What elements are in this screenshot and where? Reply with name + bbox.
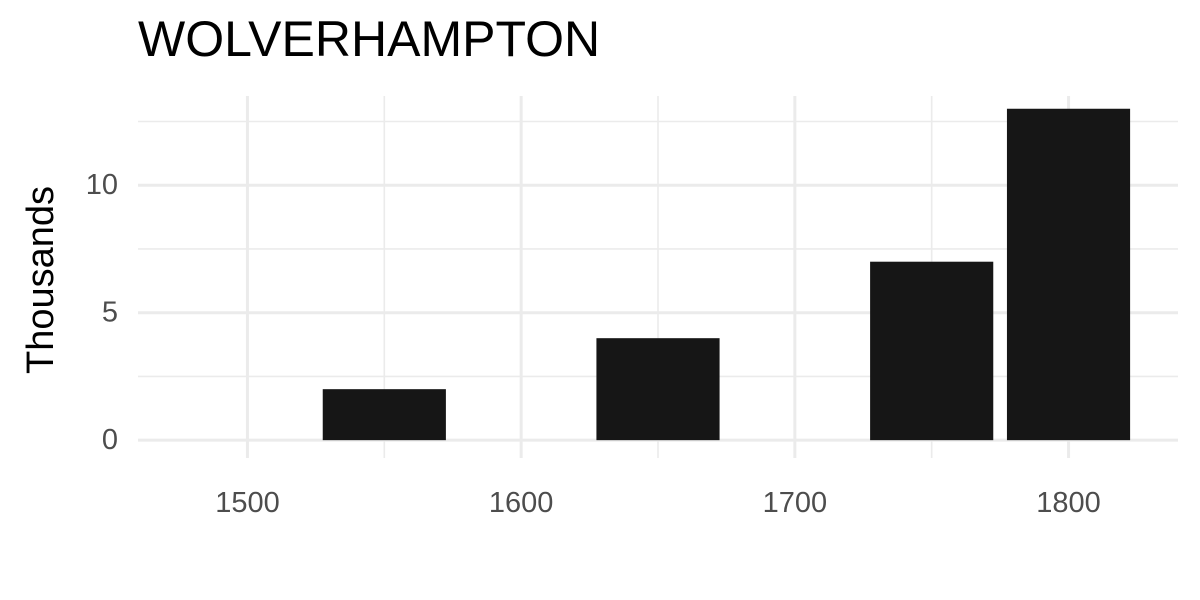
y-tick-label: 5	[102, 297, 118, 329]
bar	[596, 338, 720, 441]
y-tick-label: 0	[102, 424, 118, 456]
x-tick-label: 1600	[489, 487, 554, 519]
y-axis-ticks: 0 5 10	[86, 169, 118, 456]
x-tick-label: 1800	[1036, 487, 1101, 519]
bar	[1006, 108, 1131, 441]
y-tick-label: 10	[86, 169, 118, 201]
y-axis-title: Thousands	[20, 186, 62, 374]
bar	[322, 389, 446, 441]
x-axis-ticks: 1500 1600 1700 1800	[215, 487, 1101, 519]
bar	[870, 261, 994, 441]
x-tick-label: 1700	[763, 487, 828, 519]
chart-title: WOLVERHAMPTON	[138, 11, 601, 67]
bars	[322, 108, 1131, 441]
x-tick-label: 1500	[215, 487, 280, 519]
